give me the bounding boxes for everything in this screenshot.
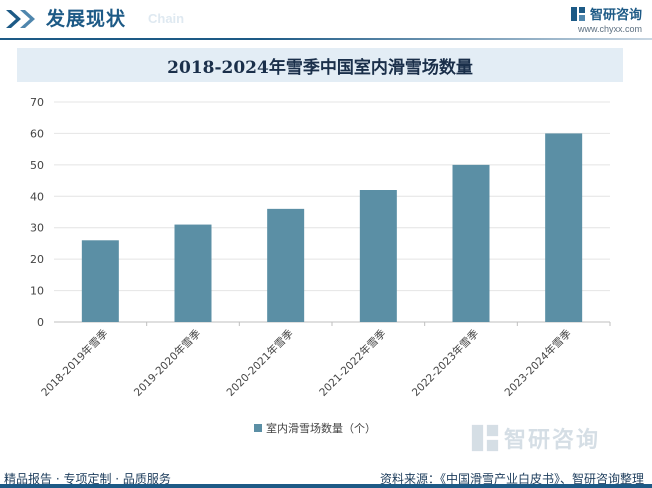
y-tick-label: 50 (30, 159, 44, 172)
y-tick-label: 70 (30, 96, 44, 109)
bar (267, 208, 305, 322)
brand: 智研咨询 www.chyxx.com (570, 4, 642, 34)
chart-title-bar: 2018-2024年雪季中国室内滑雪场数量 (17, 48, 623, 82)
section-title: 发展现状 (46, 8, 127, 30)
bar (174, 224, 212, 322)
x-tick-label: 2021-2022年雪季 (317, 327, 389, 399)
y-tick-label: 0 (37, 316, 44, 329)
bar (81, 240, 119, 322)
x-tick-label: 2019-2020年雪季 (131, 327, 203, 399)
section-subtitle: Chain (148, 11, 185, 26)
x-tick-label: 2022-2023年雪季 (409, 327, 481, 399)
brand-url: www.chyxx.com (577, 24, 642, 34)
x-tick-label: 2018-2019年雪季 (39, 327, 111, 399)
page-footer: 精品报告 · 专项定制 · 品质服务 资料来源：《中国滑雪产业白皮书》、智研咨询… (0, 462, 652, 488)
brand-name: 智研咨询 (589, 8, 642, 23)
bar (452, 164, 490, 322)
double-chevron-icon (6, 10, 35, 28)
brand-logo-icon (570, 6, 585, 21)
page-header: 发展现状 Chain 智研咨询 www.chyxx.com (0, 0, 652, 40)
x-tick-label: 2020-2021年雪季 (224, 327, 296, 399)
header-divider (0, 38, 652, 40)
y-tick-label: 60 (30, 127, 44, 140)
footer-tagline: 精品报告 · 专项定制 · 品质服务 (4, 472, 171, 486)
watermark-text: 智研咨询 (504, 428, 601, 453)
legend-swatch (254, 424, 262, 432)
chart-title: 2018-2024年雪季中国室内滑雪场数量 (167, 57, 473, 78)
bar (359, 190, 397, 322)
legend-label: 室内滑雪场数量（个） (266, 421, 376, 435)
y-tick-label: 20 (30, 253, 44, 266)
y-tick-label: 30 (30, 222, 44, 235)
footer-divider (0, 484, 652, 488)
bar-chart: 0 10 20 30 40 50 60 70 2018-2019年雪季 2019-2020年雪季 2… (30, 96, 611, 435)
watermark-logo-icon (471, 424, 499, 452)
y-tick-label: 40 (30, 190, 44, 203)
bar (545, 133, 583, 322)
watermark: 智研咨询 (470, 422, 600, 454)
footer-source: 资料来源：《中国滑雪产业白皮书》、智研咨询整理 (379, 472, 644, 486)
x-tick-label: 2023-2024年雪季 (502, 327, 574, 399)
y-tick-label: 10 (30, 285, 44, 298)
